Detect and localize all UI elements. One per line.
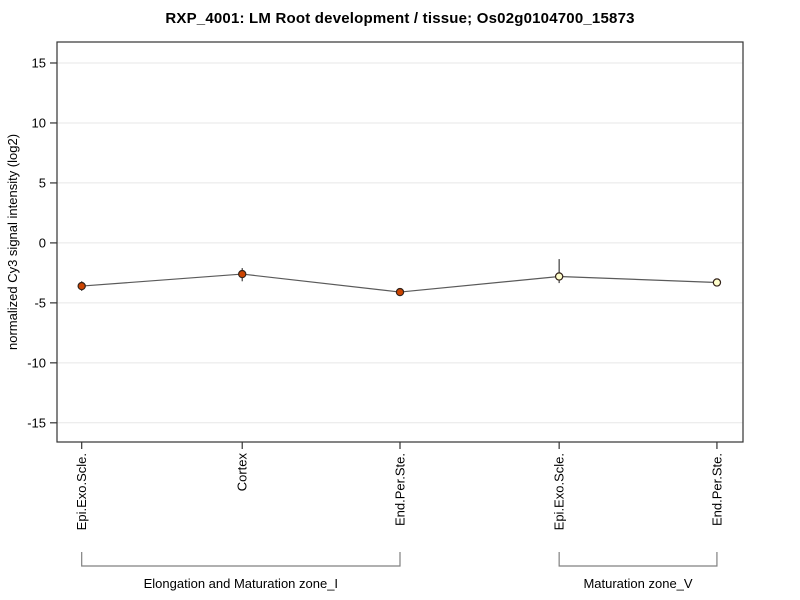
plot-frame [56, 41, 744, 443]
y-tick-label: -15 [27, 415, 46, 430]
y-tick-label: 10 [32, 115, 46, 130]
y-tick-label: -5 [34, 295, 46, 310]
x-tick-label: End.Per.Ste. [709, 453, 724, 526]
y-tick-label: -10 [27, 355, 46, 370]
data-point [554, 272, 564, 281]
x-tick-label: End.Per.Ste. [393, 453, 408, 526]
y-tick-label: 5 [39, 175, 46, 190]
chart-title: RXP_4001: LM Root development / tissue; … [165, 10, 635, 27]
y-tick-label: 15 [32, 55, 46, 70]
group-label-elongation-and-maturation-zone-i: Elongation and Maturation zone_I [143, 576, 339, 591]
data-point [77, 281, 86, 291]
x-tick-label: Epi.Exo.Scle. [552, 453, 567, 530]
x-tick-label: Cortex [235, 453, 250, 492]
y-tick-label: 0 [39, 235, 46, 250]
group-bracket [558, 552, 718, 567]
data-point [238, 269, 247, 279]
data-point [395, 287, 405, 297]
group-bracket [81, 552, 401, 567]
x-tick-label: Epi.Exo.Scle. [74, 453, 89, 530]
data-point [712, 278, 722, 287]
group-label-maturation-zone-v: Maturation zone_V [583, 576, 693, 591]
